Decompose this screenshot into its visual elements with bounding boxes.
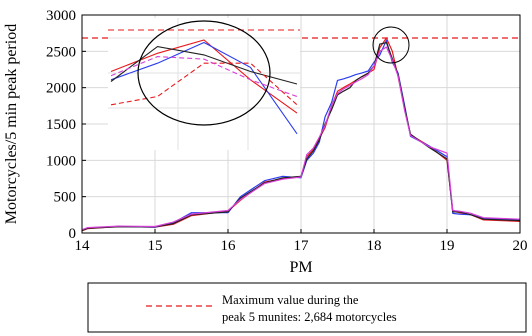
inset-series-4	[110, 62, 298, 106]
x-tick-label: 20	[513, 238, 528, 254]
legend-box	[87, 282, 527, 333]
y-tick-label: 1000	[46, 153, 76, 169]
x-tick-label: 14	[75, 238, 91, 254]
series-line-3	[81, 41, 521, 232]
y-tick-label: 500	[54, 190, 77, 206]
x-ticks: 14 15 16 17 18 19 20	[75, 229, 528, 254]
legend-text-line1: Maximum value during the	[222, 293, 359, 307]
x-tick-label: 19	[440, 238, 455, 254]
grid	[82, 15, 520, 233]
inset-zoom	[108, 18, 300, 150]
x-tick-label: 18	[367, 238, 382, 254]
inset-zoom-circle	[137, 20, 271, 126]
legend-text-line2: peak 5 munites: 2,684 motorcycles	[222, 310, 397, 324]
inset-series-3	[110, 46, 298, 85]
inset-series-2	[110, 41, 298, 135]
y-tick-label: 3000	[46, 8, 76, 24]
legend: Maximum value during the peak 5 munites:…	[87, 282, 527, 333]
inset-series-5	[110, 56, 298, 98]
x-tick-label: 17	[294, 238, 310, 254]
y-ticks: 0 500 1000 1500 2000 2500 3000	[46, 8, 86, 242]
y-tick-label: 0	[69, 226, 77, 242]
x-tick-label: 15	[148, 238, 163, 254]
y-tick-label: 2500	[46, 44, 76, 60]
x-axis-label: PM	[289, 259, 312, 276]
y-tick-label: 2000	[46, 81, 76, 97]
series-line-4	[81, 46, 521, 231]
x-tick-label: 16	[221, 238, 237, 254]
series-group	[81, 37, 521, 232]
peak-highlight-circle	[372, 26, 410, 64]
y-axis-label: Motorcycles/5 min peak period	[3, 24, 20, 224]
y-tick-label: 1500	[46, 117, 76, 133]
